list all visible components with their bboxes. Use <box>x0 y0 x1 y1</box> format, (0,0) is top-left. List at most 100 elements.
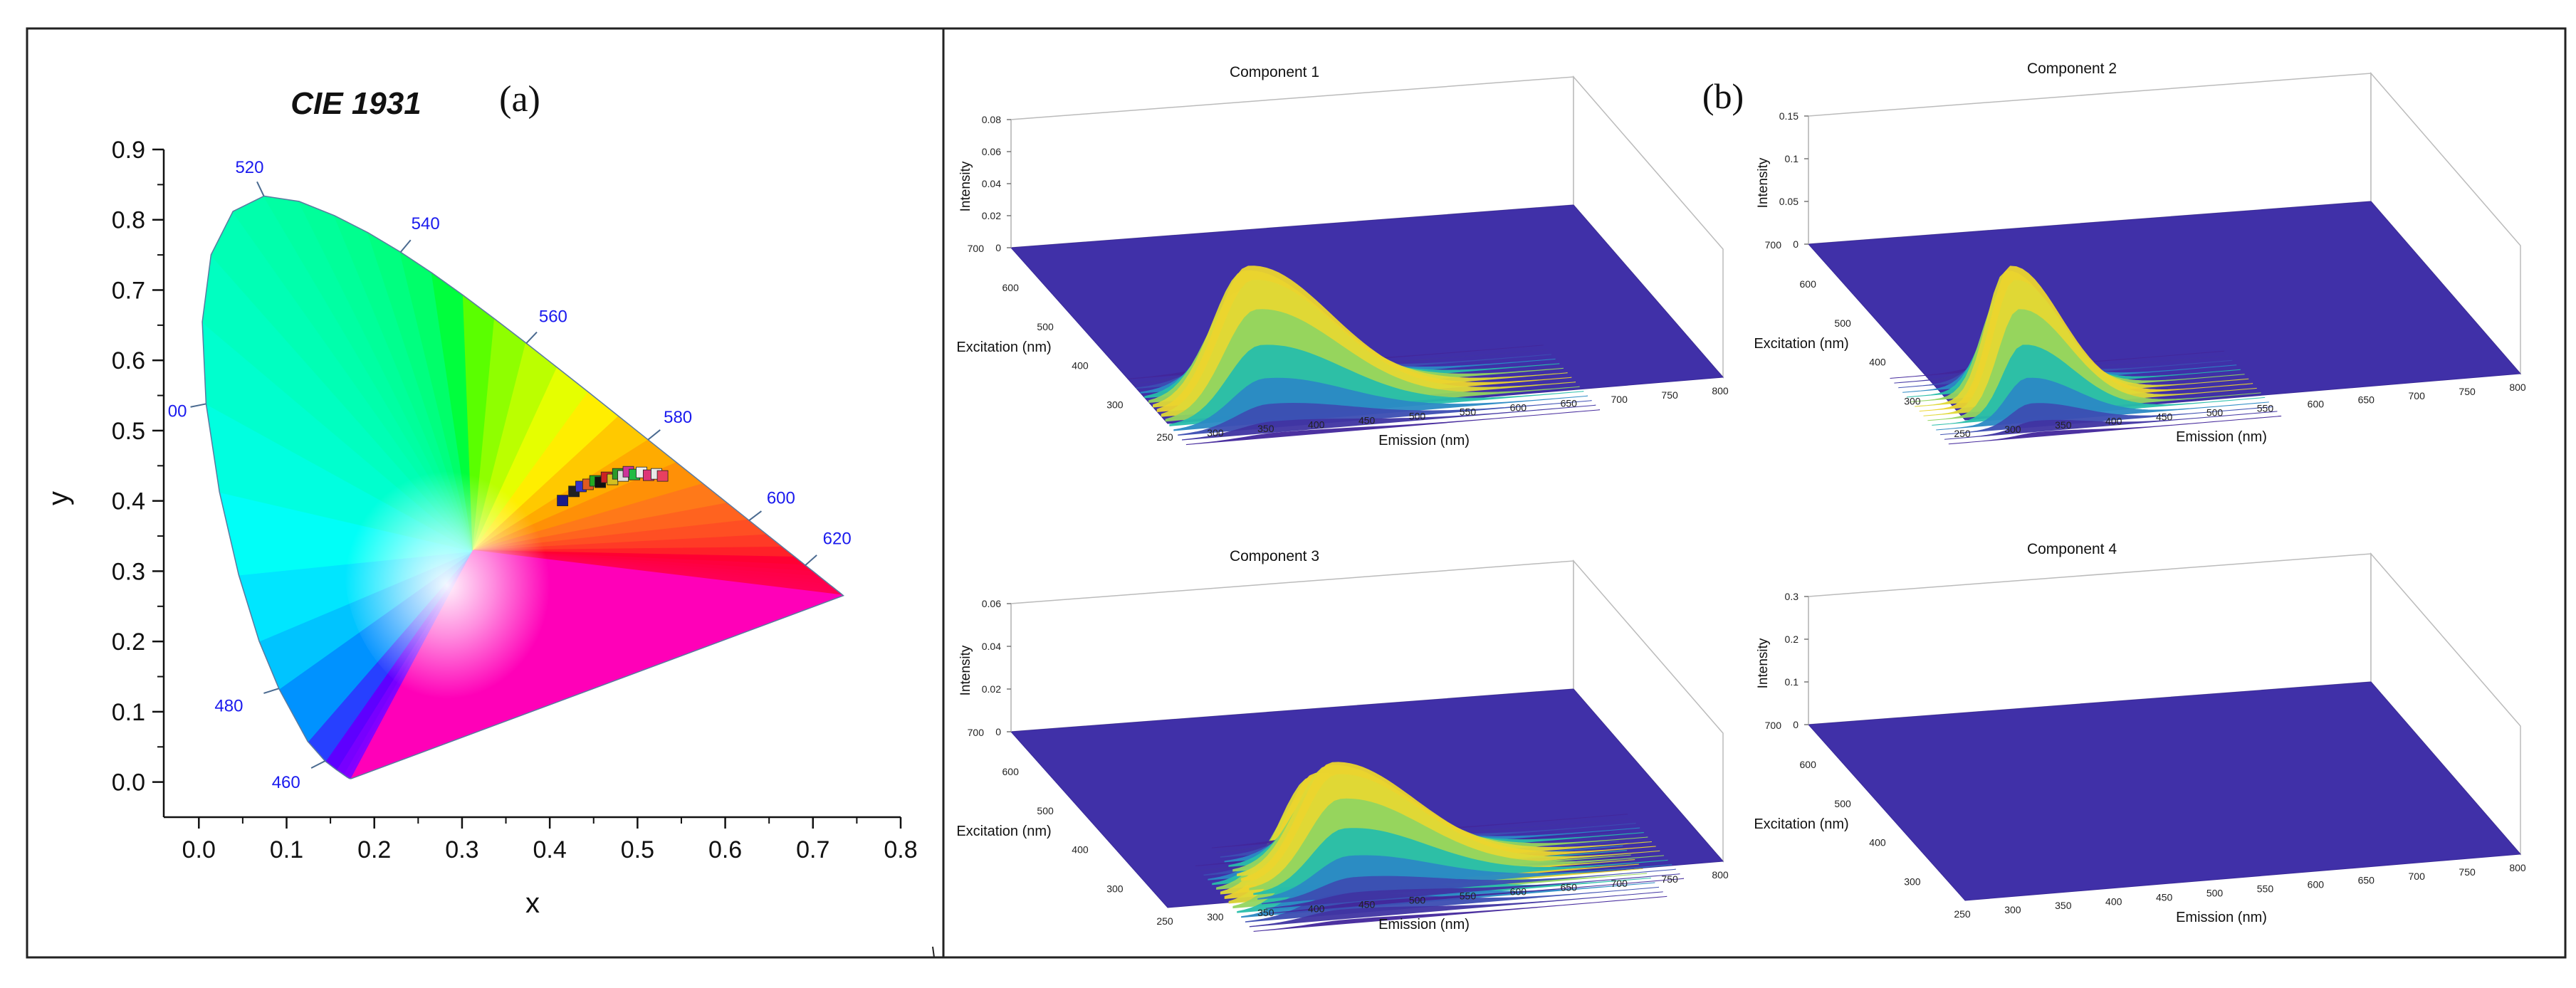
component-x-tick-label: 500 <box>2206 406 2224 418</box>
component-z-tick-label: 0 <box>995 726 1001 737</box>
cie-gamut-fill <box>202 196 844 779</box>
component-x-tick-label: 400 <box>1308 419 1325 430</box>
cie-wavelength-label: 600 <box>767 488 795 508</box>
cie-y-tick-label: 0.1 <box>112 699 145 726</box>
component-y-tick-label: 400 <box>1869 837 1886 848</box>
component-y-tick-label: 500 <box>1037 805 1054 816</box>
component-peak-slice <box>1948 416 2282 445</box>
cie-gamut <box>201 195 844 779</box>
component-x-tick-label: 650 <box>1561 398 1578 409</box>
component-z-tick-label: 0 <box>1793 719 1799 730</box>
component-z-tick-label: 0 <box>1793 238 1799 250</box>
cie-y-tick-label: 0.8 <box>112 207 145 234</box>
component-surface-floor <box>1807 681 2522 901</box>
cie-wavelength-tick <box>256 181 265 196</box>
component-x-tick-label: 800 <box>2509 382 2526 393</box>
component-y-tick-label: 300 <box>1106 399 1124 411</box>
component-x-tick-label: 800 <box>2509 862 2526 873</box>
component-y-tick-label: 700 <box>1765 239 1782 251</box>
component-y-axis-label: Excitation (nm) <box>1754 816 1848 832</box>
cie-y-tick-label: 0.9 <box>112 137 145 164</box>
cie-wavelength-tick <box>647 429 661 441</box>
component-x-tick-label: 450 <box>1358 898 1376 910</box>
component-x-tick-label: 300 <box>2004 424 2021 435</box>
component-x-tick-label: 700 <box>2409 390 2426 401</box>
cie-title: CIE 1931 <box>290 86 421 121</box>
component-z-axis-label: Intensity <box>958 645 973 695</box>
component-y-tick-label: 500 <box>1037 321 1054 332</box>
panel-b-components: 0 0.02 0.04 0.06 0.08 Intensity 300 400 500 600 70… <box>956 61 2526 932</box>
component-x-tick-label: 300 <box>1207 911 1224 923</box>
component-z-tick-label: 0.06 <box>982 598 1001 609</box>
component-y-tick-label: 700 <box>968 727 985 738</box>
component-x-axis-label: Emission (nm) <box>1378 917 1470 932</box>
component-x-tick-label: 300 <box>2004 904 2021 915</box>
cie-x-tick-label: 0.8 <box>884 836 917 863</box>
component-x-tick-label: 750 <box>2459 386 2476 397</box>
component-x-tick-label: 450 <box>2156 891 2173 903</box>
component-y-tick-label: 300 <box>1106 883 1124 895</box>
component-z-tick-label: 0.04 <box>982 641 1001 652</box>
component-x-tick-label: 750 <box>2459 866 2476 878</box>
component-z-tick-label: 0.08 <box>982 114 1001 125</box>
component-y-tick-label: 600 <box>1002 282 1020 293</box>
cie-x-tick-label: 0.5 <box>621 836 654 863</box>
component-peak-slice <box>1178 400 1592 436</box>
component-y-tick-label: 400 <box>1869 357 1886 368</box>
component-x-tick-label: 550 <box>2257 403 2274 414</box>
cie-y-tick-label: 0.4 <box>112 488 145 515</box>
component-z-axis-label: Intensity <box>958 161 973 211</box>
component-plot: 0 0.02 0.04 0.06 0.08 Intensity 300 400 500 600 70… <box>956 64 1729 448</box>
component-title: Component 2 <box>2027 61 2117 77</box>
cie-x-tick-label: 0.4 <box>533 836 567 863</box>
component-x-tick-label: 550 <box>2257 883 2274 895</box>
component-x-tick-label: 650 <box>2358 394 2375 406</box>
cie-x-tick-label: 0.2 <box>357 836 391 863</box>
component-x-axis-label: Emission (nm) <box>2176 429 2267 445</box>
cie-y-tick-label: 0.7 <box>112 277 145 304</box>
component-x-tick-label: 550 <box>1460 406 1477 418</box>
cie-wavelength-tick <box>190 403 206 408</box>
component-x-tick-label: 800 <box>1712 385 1729 396</box>
component-z-tick-label: 0.06 <box>982 146 1001 157</box>
component-x-tick-label: 450 <box>2156 411 2173 422</box>
component-peak-slice <box>1253 895 1667 932</box>
component-z-tick-label: 0.02 <box>982 683 1001 695</box>
cie-wavelength-label: 560 <box>539 308 567 327</box>
component-y-tick-label: 600 <box>1002 766 1020 777</box>
component-x-tick-label: 550 <box>1460 890 1477 902</box>
cie-wavelength-tick <box>263 688 279 694</box>
component-peak-slice <box>1265 873 1680 909</box>
cie-wavelength-tick <box>399 239 412 253</box>
component-x-tick-label: 300 <box>1207 427 1224 438</box>
cie-wavelength-label: 520 <box>235 158 263 177</box>
component-y-tick-label: 300 <box>1904 876 1921 888</box>
component-y-axis-label: Excitation (nm) <box>956 824 1051 839</box>
component-x-tick-label: 500 <box>1409 410 1426 421</box>
cie-wavelength-label: 00 <box>168 401 187 421</box>
cie-x-tick-label: 0.1 <box>270 836 303 863</box>
component-x-tick-label: 500 <box>2206 887 2224 898</box>
component-x-axis-label: Emission (nm) <box>1378 433 1470 448</box>
cie-y-tick-label: 0.5 <box>112 418 145 445</box>
component-x-tick-label: 600 <box>2308 399 2325 410</box>
component-x-tick-label: 750 <box>1661 873 1678 885</box>
component-y-tick-label: 700 <box>1765 720 1782 731</box>
component-x-tick-label: 250 <box>1156 915 1173 927</box>
component-z-tick-label: 0.1 <box>1785 676 1799 688</box>
cie-y-tick-label: 0.0 <box>112 769 145 797</box>
component-peak-slice <box>1249 891 1663 927</box>
cie-wavelength-label: 540 <box>412 214 440 233</box>
component-x-tick-label: 450 <box>1358 414 1376 426</box>
cie-wavelength-label: 580 <box>664 408 692 427</box>
component-x-tick-label: 350 <box>2055 419 2072 431</box>
component-x-tick-label: 600 <box>1510 402 1527 414</box>
cie-wavelength-tick <box>310 760 326 769</box>
cie-points <box>557 466 669 507</box>
component-x-tick-label: 400 <box>2105 415 2122 426</box>
component-y-tick-label: 400 <box>1072 360 1089 372</box>
component-x-tick-label: 700 <box>1611 394 1628 405</box>
cie-x-axis-label: x <box>525 888 540 919</box>
